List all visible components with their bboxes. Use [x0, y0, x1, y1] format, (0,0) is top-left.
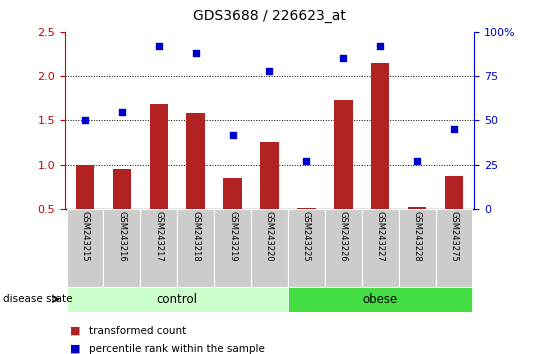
Text: GSM243225: GSM243225: [302, 211, 311, 262]
Bar: [223, 178, 242, 253]
Text: GSM243215: GSM243215: [80, 211, 89, 262]
Bar: [214, 209, 251, 287]
Bar: [399, 209, 436, 287]
Text: GSM243216: GSM243216: [118, 211, 126, 262]
Point: [450, 126, 458, 132]
Bar: [436, 209, 473, 287]
Bar: [113, 169, 131, 253]
Bar: [149, 104, 168, 253]
Text: GDS3688 / 226623_at: GDS3688 / 226623_at: [193, 9, 346, 23]
Text: percentile rank within the sample: percentile rank within the sample: [89, 344, 265, 354]
Point: [339, 56, 348, 61]
Text: GSM243217: GSM243217: [154, 211, 163, 262]
Text: disease state: disease state: [3, 294, 72, 304]
Bar: [103, 209, 140, 287]
Bar: [66, 287, 288, 312]
Point: [376, 43, 384, 49]
Bar: [334, 100, 353, 253]
Point: [118, 109, 126, 114]
Bar: [76, 165, 94, 253]
Text: GSM243219: GSM243219: [228, 211, 237, 262]
Point: [191, 50, 200, 56]
Bar: [140, 209, 177, 287]
Point: [155, 43, 163, 49]
Text: control: control: [157, 293, 198, 306]
Bar: [371, 63, 390, 253]
Bar: [408, 207, 426, 253]
Bar: [177, 209, 214, 287]
Bar: [288, 287, 473, 312]
Text: GSM243220: GSM243220: [265, 211, 274, 262]
Text: transformed count: transformed count: [89, 326, 186, 336]
Bar: [288, 209, 325, 287]
Text: ■: ■: [70, 326, 80, 336]
Point: [265, 68, 274, 74]
Bar: [325, 209, 362, 287]
Bar: [66, 209, 103, 287]
Point: [229, 132, 237, 137]
Text: GSM243227: GSM243227: [376, 211, 385, 262]
Bar: [260, 143, 279, 253]
Point: [413, 158, 421, 164]
Text: GSM243218: GSM243218: [191, 211, 200, 262]
Text: GSM243228: GSM243228: [413, 211, 421, 262]
Bar: [297, 208, 316, 253]
Text: GSM243226: GSM243226: [339, 211, 348, 262]
Text: ■: ■: [70, 344, 80, 354]
Point: [302, 158, 310, 164]
Bar: [445, 176, 463, 253]
Bar: [251, 209, 288, 287]
Text: GSM243275: GSM243275: [450, 211, 459, 262]
Point: [81, 118, 89, 123]
Text: obese: obese: [363, 293, 398, 306]
Bar: [362, 209, 399, 287]
Bar: [186, 113, 205, 253]
